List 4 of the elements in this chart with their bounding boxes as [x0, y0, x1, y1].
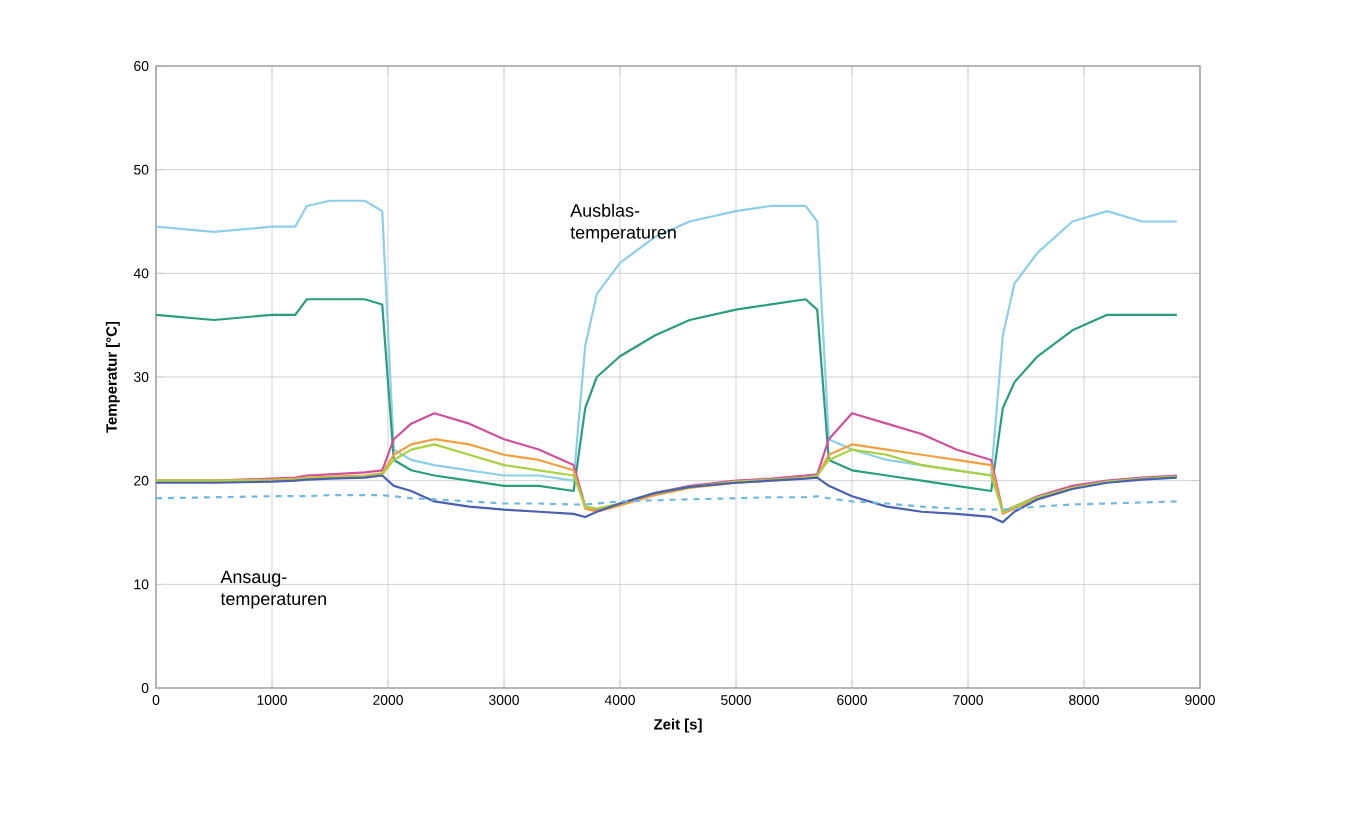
annotation: Ausblas-temperaturen [570, 203, 676, 243]
line-series [156, 199, 1178, 482]
annotation: Ansaug-temperaturen [220, 570, 326, 609]
line-series [156, 474, 1178, 524]
